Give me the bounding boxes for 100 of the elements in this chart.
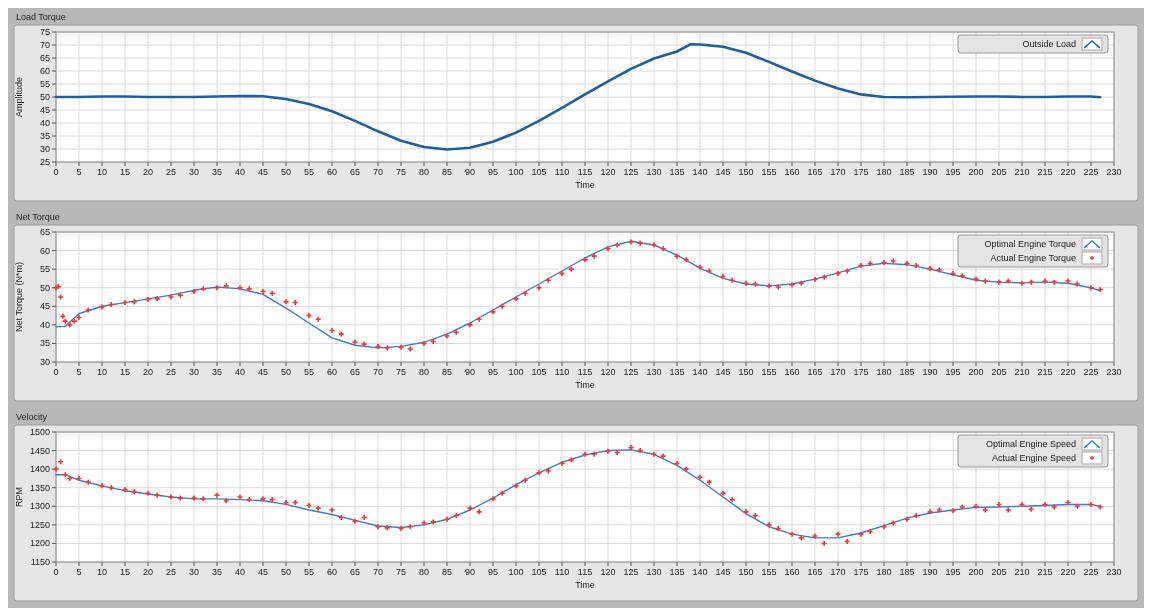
- x-tick-label: 60: [326, 167, 338, 177]
- x-tick-label: 15: [119, 567, 131, 577]
- x-tick-label: 175: [853, 167, 869, 177]
- x-tick-label: 220: [1060, 367, 1076, 377]
- x-tick-label: 150: [738, 567, 754, 577]
- x-tick-label: 230: [1106, 367, 1122, 377]
- x-tick-label: 105: [531, 567, 547, 577]
- y-tick-label: 55: [39, 264, 50, 275]
- x-tick-label: 110: [554, 367, 570, 377]
- y-axis-title: Amplitude: [14, 76, 24, 118]
- y-tick-label: 1300: [29, 501, 50, 512]
- x-tick-label: 90: [464, 567, 476, 577]
- x-tick-label: 210: [1014, 367, 1030, 377]
- x-tick-label: 5: [76, 167, 82, 177]
- x-tick-label: 30: [188, 367, 200, 377]
- y-tick-label: 1350: [29, 482, 50, 493]
- x-tick-label: 125: [623, 367, 639, 377]
- x-tick-label: 75: [395, 367, 407, 377]
- x-tick-label: 30: [188, 167, 200, 177]
- y-axis-title: Net Torque (N*m): [14, 262, 24, 332]
- x-tick-label: 195: [945, 367, 961, 377]
- x-tick-label: 145: [715, 567, 731, 577]
- x-tick-label: 5: [76, 567, 82, 577]
- x-tick-label: 50: [280, 167, 292, 177]
- x-tick-label: 100: [508, 167, 524, 177]
- x-tick-label: 200: [968, 367, 984, 377]
- chart-title: Load Torque: [16, 12, 66, 22]
- y-tick-label: 25: [39, 156, 50, 167]
- x-tick-label: 20: [142, 367, 154, 377]
- x-tick-label: 60: [326, 367, 338, 377]
- x-tick-label: 190: [922, 167, 938, 177]
- x-tick-label: 75: [395, 167, 407, 177]
- x-tick-label: 10: [96, 367, 108, 377]
- x-tick-label: 115: [577, 167, 593, 177]
- x-tick-label: 175: [853, 367, 869, 377]
- y-tick-label: 50: [39, 282, 50, 293]
- x-tick-label: 190: [922, 367, 938, 377]
- x-tick-label: 110: [554, 167, 570, 177]
- x-tick-label: 125: [623, 167, 639, 177]
- x-tick-label: 135: [669, 167, 685, 177]
- x-tick-label: 135: [669, 567, 685, 577]
- x-tick-label: 150: [738, 167, 754, 177]
- y-tick-label: 60: [39, 245, 50, 256]
- x-tick-label: 135: [669, 367, 685, 377]
- x-tick-label: 155: [761, 567, 777, 577]
- y-tick-label: 35: [39, 338, 50, 349]
- x-tick-label: 205: [991, 367, 1007, 377]
- y-tick-label: 1250: [29, 519, 50, 530]
- x-tick-label: 225: [1083, 367, 1099, 377]
- x-tick-label: 145: [715, 367, 731, 377]
- x-tick-label: 130: [646, 367, 662, 377]
- x-tick-label: 0: [53, 167, 59, 177]
- x-tick-label: 190: [922, 567, 938, 577]
- x-axis-title: Time: [575, 580, 595, 590]
- legend-label: Optimal Engine Speed: [985, 439, 1076, 449]
- x-tick-label: 225: [1083, 167, 1099, 177]
- y-tick-label: 45: [39, 301, 50, 312]
- x-tick-label: 30: [188, 567, 200, 577]
- x-tick-label: 165: [807, 167, 823, 177]
- x-tick-label: 95: [487, 167, 499, 177]
- x-tick-label: 170: [830, 567, 846, 577]
- x-tick-label: 200: [968, 167, 984, 177]
- x-tick-label: 15: [119, 367, 131, 377]
- x-tick-label: 90: [464, 167, 476, 177]
- x-tick-label: 75: [395, 567, 407, 577]
- x-tick-label: 230: [1106, 567, 1122, 577]
- x-tick-label: 205: [991, 167, 1007, 177]
- x-tick-label: 170: [830, 367, 846, 377]
- x-tick-label: 105: [531, 367, 547, 377]
- y-tick-label: 1150: [30, 556, 50, 567]
- x-tick-label: 55: [303, 567, 315, 577]
- y-tick-label: 35: [39, 130, 50, 141]
- x-tick-label: 85: [441, 167, 453, 177]
- x-tick-label: 205: [991, 567, 1007, 577]
- x-tick-label: 180: [876, 367, 892, 377]
- x-tick-label: 150: [738, 367, 754, 377]
- x-tick-label: 15: [119, 167, 131, 177]
- x-tick-label: 95: [487, 567, 499, 577]
- x-tick-label: 25: [165, 167, 177, 177]
- x-axis-title: Time: [575, 380, 595, 390]
- y-tick-label: 1200: [29, 538, 50, 549]
- x-tick-label: 50: [280, 367, 292, 377]
- y-tick-label: 75: [39, 26, 50, 37]
- x-tick-label: 210: [1014, 167, 1030, 177]
- x-tick-label: 35: [211, 367, 223, 377]
- x-tick-label: 185: [899, 167, 915, 177]
- x-tick-label: 210: [1014, 567, 1030, 577]
- x-tick-label: 70: [372, 567, 384, 577]
- x-tick-label: 80: [418, 167, 430, 177]
- x-tick-label: 10: [96, 167, 108, 177]
- x-tick-label: 185: [899, 367, 915, 377]
- x-tick-label: 180: [876, 167, 892, 177]
- x-tick-label: 110: [554, 567, 570, 577]
- x-tick-label: 10: [96, 567, 108, 577]
- y-tick-label: 45: [39, 104, 50, 115]
- x-tick-label: 55: [303, 367, 315, 377]
- y-tick-label: 30: [39, 356, 50, 367]
- x-tick-label: 115: [577, 567, 593, 577]
- x-tick-label: 115: [577, 367, 593, 377]
- x-tick-label: 55: [303, 167, 315, 177]
